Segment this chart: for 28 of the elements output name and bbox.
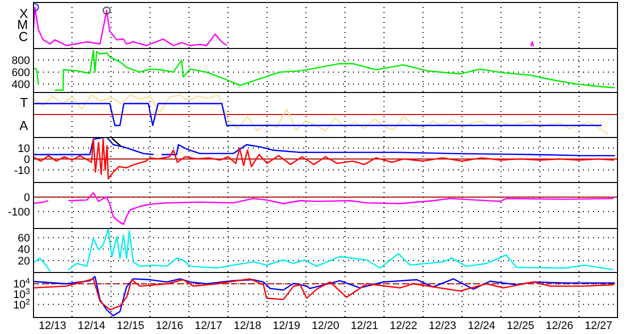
x-tick-label: 12/17 bbox=[194, 320, 222, 332]
x-tick-label: 12/21 bbox=[350, 320, 378, 332]
text: A bbox=[18, 118, 28, 133]
y-tick-label: 60 bbox=[18, 232, 30, 245]
x-tick-label: 12/13 bbox=[38, 320, 66, 332]
x-tick-label: 12/26 bbox=[546, 320, 574, 332]
x-tick-label: 12/15 bbox=[116, 320, 144, 332]
x-tick-label: 12/25 bbox=[506, 320, 534, 332]
x-tick-label: 12/19 bbox=[272, 320, 300, 332]
text: T bbox=[19, 95, 28, 110]
x-tick-label: 12/23 bbox=[428, 320, 456, 332]
y-tick-label: -100 bbox=[8, 206, 30, 218]
x-tick-label: 12/24 bbox=[468, 320, 496, 332]
y-tick-label: 0 bbox=[24, 154, 30, 166]
x-tick-label: 12/22 bbox=[390, 320, 418, 332]
y-tick-label: 0 bbox=[24, 192, 30, 204]
y-tick-label: 40 bbox=[18, 244, 30, 256]
y-tick-label: 20 bbox=[18, 255, 30, 268]
x-tick-label: 12/14 bbox=[78, 320, 106, 332]
x-tick-label: 12/27 bbox=[584, 320, 612, 332]
y-tick-label: 10 bbox=[18, 142, 30, 155]
x-tick-label: 12/18 bbox=[234, 320, 262, 332]
x-tick-label: 12/20 bbox=[312, 320, 340, 332]
x-tick-label: 12/16 bbox=[156, 320, 184, 332]
y-tick-label: 800 bbox=[12, 54, 30, 67]
y-tick-label: -10 bbox=[14, 164, 30, 177]
y-tick-label: 600 bbox=[12, 66, 30, 79]
y-tick-label: 400 bbox=[12, 79, 30, 92]
